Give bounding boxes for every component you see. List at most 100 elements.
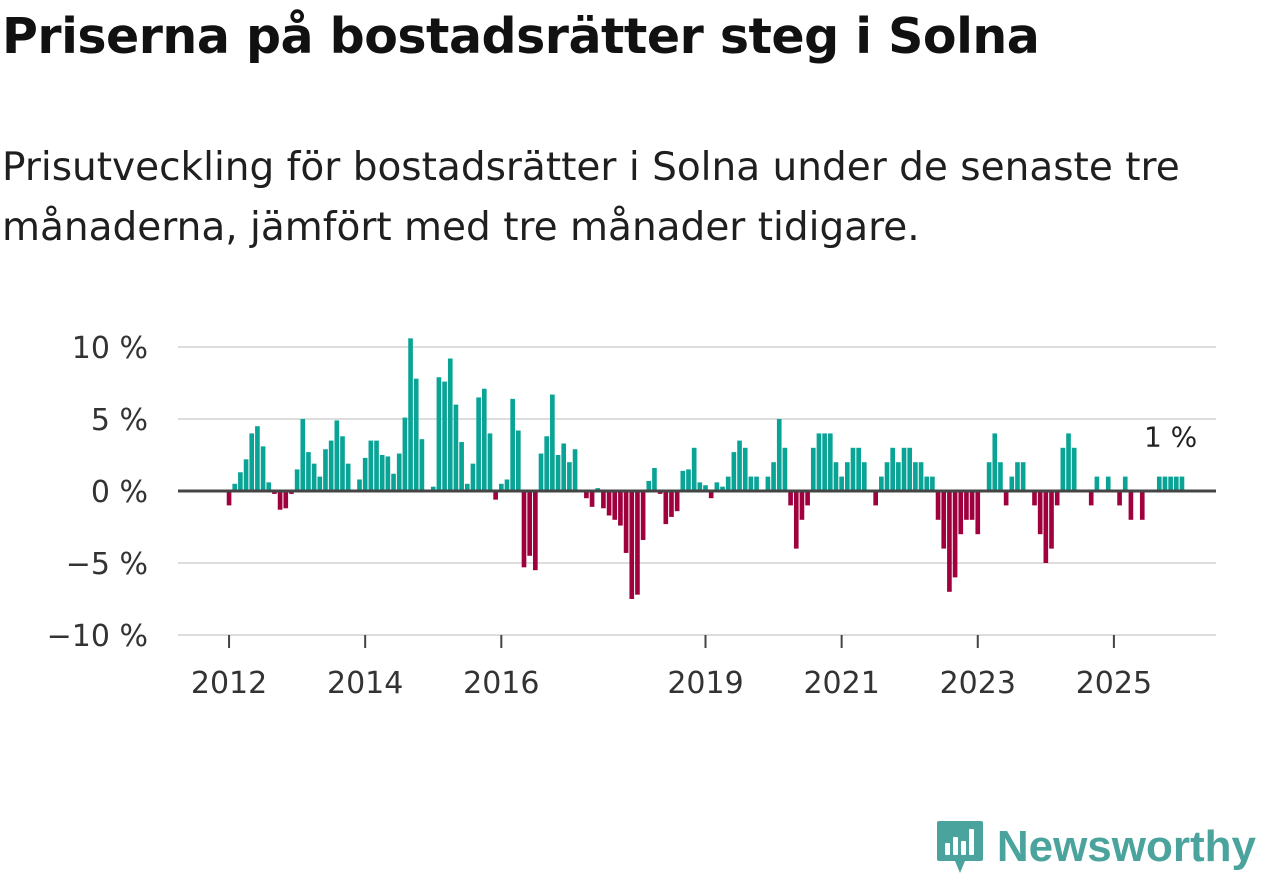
bar: [924, 476, 930, 491]
bar: [1043, 491, 1049, 563]
bar: [232, 483, 238, 491]
bar: [323, 449, 328, 491]
bar: [691, 447, 697, 491]
bar: [544, 436, 550, 491]
bar: [816, 433, 822, 491]
bar: [646, 480, 652, 491]
bar: [799, 491, 805, 520]
bar: [901, 447, 907, 491]
bar: [294, 469, 300, 491]
bar: [510, 398, 515, 491]
bar-chart: 10 % 5 % 0 % −5 % −10 % 2012 2014 2016 2019 2021 2…: [47, 331, 1216, 701]
bar: [964, 491, 969, 520]
bar: [260, 446, 266, 491]
bar: [703, 485, 708, 491]
bar: [1105, 476, 1111, 491]
bar: [947, 491, 952, 592]
bar: [618, 491, 623, 526]
y-tick-label: 10 %: [72, 331, 148, 366]
bar: [1139, 491, 1145, 520]
bar: [533, 491, 538, 571]
bar: [686, 469, 691, 491]
bar: [498, 483, 504, 491]
bar: [1037, 491, 1043, 535]
bar: [765, 476, 771, 491]
bar: [283, 491, 289, 509]
bar: [935, 491, 941, 520]
bar: [476, 397, 481, 491]
bar: [306, 452, 311, 491]
bar: [879, 476, 884, 491]
bar: [413, 378, 419, 491]
bar: [385, 456, 391, 491]
bar: [827, 433, 833, 491]
bar: [340, 436, 345, 491]
bar: [873, 491, 878, 506]
bar: [589, 491, 595, 507]
bar: [776, 419, 782, 491]
bar: [538, 453, 544, 491]
bar: [862, 462, 867, 491]
bar: [584, 491, 589, 499]
bar: [311, 463, 317, 491]
bar: [975, 491, 981, 535]
bar: [1117, 491, 1122, 506]
axis-layer: [178, 489, 1216, 648]
bar: [652, 467, 657, 491]
bar: [516, 430, 521, 491]
bar: [850, 447, 856, 491]
bar: [255, 426, 260, 491]
bar: [1122, 476, 1128, 491]
bar: [913, 462, 918, 491]
chart-subtitle: Prisutveckling för bostadsrätter i Solna…: [2, 145, 1180, 250]
bar: [453, 404, 459, 491]
bar: [612, 491, 618, 520]
x-tick-label: 2021: [803, 666, 879, 701]
bar: [334, 420, 340, 491]
bar: [714, 482, 720, 491]
bar: [1032, 491, 1037, 506]
bar: [391, 473, 396, 491]
bar: [1009, 476, 1015, 491]
bar: [793, 491, 799, 549]
bar: [918, 462, 924, 491]
label-layer: 10 % 5 % 0 % −5 % −10 % 2012 2014 2016 2019 2021 2…: [47, 331, 1198, 701]
bar: [720, 486, 725, 491]
bar: [680, 470, 686, 491]
bar: [623, 491, 629, 553]
bar: [238, 472, 243, 491]
bar: [601, 491, 606, 509]
brand-name: Newsworthy: [996, 822, 1256, 871]
bar: [1060, 447, 1066, 491]
bar: [708, 491, 714, 499]
bar: [470, 463, 476, 491]
bar: [481, 388, 487, 491]
bar: [663, 491, 669, 525]
bar: [1003, 491, 1009, 506]
bar: [266, 482, 272, 491]
bar: [737, 440, 742, 491]
bar: [771, 462, 776, 491]
x-tick-label: 2016: [463, 666, 539, 701]
y-tick-label: −5 %: [66, 547, 148, 582]
bar: [459, 442, 464, 491]
bar: [1128, 491, 1134, 520]
bar: [731, 452, 737, 491]
bar: [907, 447, 913, 491]
bar: [896, 462, 901, 491]
bar: [754, 476, 759, 491]
x-tick-label: 2023: [940, 666, 1016, 701]
bar: [493, 491, 498, 500]
bar: [567, 462, 572, 491]
bar: [408, 338, 413, 491]
bar: [629, 491, 635, 599]
x-tick-label: 2019: [667, 666, 743, 701]
bar: [810, 447, 816, 491]
bar: [839, 476, 844, 491]
bar: [884, 462, 890, 491]
bar: [487, 433, 493, 491]
bar: [572, 449, 578, 491]
bar: [249, 433, 255, 491]
bar: [521, 491, 527, 568]
bar: [226, 491, 232, 506]
